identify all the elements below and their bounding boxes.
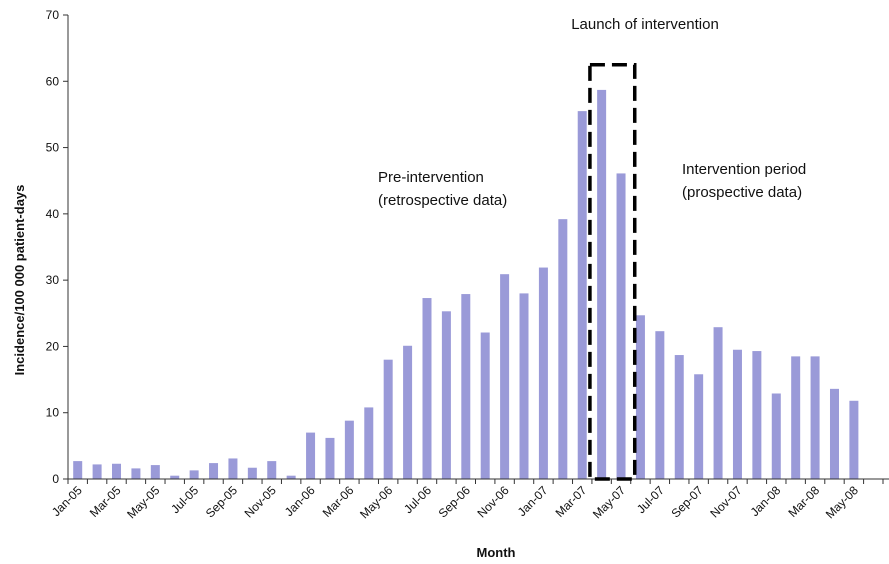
y-axis-ticks: 0 10 20 30 40 50 60 70 <box>46 8 68 486</box>
bar-Feb-05 <box>92 464 102 479</box>
bar-Aug-06 <box>441 311 451 479</box>
bar-Mar-05 <box>112 463 122 479</box>
bar-Mar-08 <box>810 356 820 479</box>
x-axis-title: Month <box>477 545 516 560</box>
bar-May-08 <box>849 400 859 479</box>
x-tick-label: May-06 <box>357 483 395 521</box>
x-tick-label: Jan-05 <box>49 483 85 519</box>
x-tick-label: Mar-08 <box>785 483 822 520</box>
x-tick-label: Mar-05 <box>87 483 124 520</box>
bar-Dec-06 <box>519 293 529 479</box>
bar-Nov-05 <box>267 461 277 479</box>
x-tick-label: Jan-06 <box>282 483 318 519</box>
y-tick-label: 40 <box>46 207 60 221</box>
y-tick-label: 0 <box>52 472 59 486</box>
bar-Jul-05 <box>189 470 199 479</box>
bar-Apr-06 <box>364 407 374 479</box>
bar-Nov-07 <box>732 349 742 479</box>
y-tick-label: 20 <box>46 339 60 353</box>
x-tick-label: Nov-07 <box>707 483 744 520</box>
x-tick-label: Mar-06 <box>320 483 357 520</box>
bar-May-05 <box>150 465 160 479</box>
bar-Apr-08 <box>829 388 839 479</box>
x-tick-label: Jul-05 <box>168 483 201 516</box>
bar-Dec-07 <box>752 351 762 479</box>
x-tick-label: May-08 <box>823 483 861 521</box>
y-tick-label: 30 <box>46 273 60 287</box>
bar-May-06 <box>383 359 393 479</box>
x-tick-label: Sep-06 <box>436 483 473 520</box>
bar-Nov-06 <box>500 274 510 479</box>
bar-Sep-07 <box>694 374 704 479</box>
bar-Aug-07 <box>674 355 684 479</box>
bar-Sep-06 <box>461 294 471 479</box>
bar-Feb-06 <box>325 437 335 479</box>
x-tick-label: Nov-05 <box>242 483 279 520</box>
x-tick-label: Jan-07 <box>515 483 551 519</box>
bar-Jan-08 <box>771 393 781 479</box>
intervention-period-label: Intervention period <box>682 161 806 178</box>
launch-annotation: Launch of intervention <box>571 16 719 33</box>
bar-Oct-06 <box>480 332 490 479</box>
bar-Aug-05 <box>209 463 219 479</box>
bar-Apr-05 <box>131 468 141 479</box>
x-tick-label: May-07 <box>590 483 628 521</box>
bar-Dec-05 <box>286 475 296 479</box>
bar-Jul-07 <box>655 331 665 479</box>
bar-Mar-07 <box>577 111 587 479</box>
bar-Oct-05 <box>247 467 257 479</box>
bar-Jun-06 <box>403 345 413 479</box>
x-axis-ticks: Jan-05 Mar-05 May-05 Jul-05 Sep-05 Nov-05 Jan-… <box>49 479 884 521</box>
bar-Feb-07 <box>558 219 568 479</box>
x-tick-label: Sep-05 <box>203 483 240 520</box>
y-tick-label: 10 <box>46 406 60 420</box>
bar-Sep-05 <box>228 458 238 479</box>
bar-May-07 <box>616 173 626 479</box>
bar-Jul-06 <box>422 298 432 479</box>
bar-Feb-08 <box>791 356 801 479</box>
x-tick-label: Jan-08 <box>748 483 784 519</box>
x-tick-label: Jul-06 <box>401 483 434 516</box>
x-tick-label: Nov-06 <box>474 483 511 520</box>
x-tick-label: May-05 <box>124 483 162 521</box>
bars <box>73 89 859 479</box>
y-tick-label: 50 <box>46 141 60 155</box>
x-tick-label: Jul-07 <box>634 483 667 516</box>
bar-Jan-07 <box>538 267 548 479</box>
intervention-launch-box <box>588 62 637 481</box>
bar-Jun-05 <box>170 475 180 479</box>
x-tick-label: Sep-07 <box>669 483 706 520</box>
bar-Jan-06 <box>306 432 316 479</box>
y-tick-label: 60 <box>46 74 60 88</box>
intervention-period-sublabel: (prospective data) <box>682 184 802 201</box>
pre-intervention-label: Pre-intervention <box>378 169 484 186</box>
bar-Apr-07 <box>597 89 607 479</box>
y-axis-title: Incidence/100 000 patient-days <box>12 185 27 376</box>
bar-Mar-06 <box>344 420 354 479</box>
pre-intervention-sublabel: (retrospective data) <box>378 192 507 209</box>
y-tick-label: 70 <box>46 8 60 22</box>
bar-Oct-07 <box>713 327 723 479</box>
bar-Jun-07 <box>635 315 645 479</box>
bar-Jan-05 <box>73 461 83 479</box>
x-tick-label: Mar-07 <box>553 483 590 520</box>
